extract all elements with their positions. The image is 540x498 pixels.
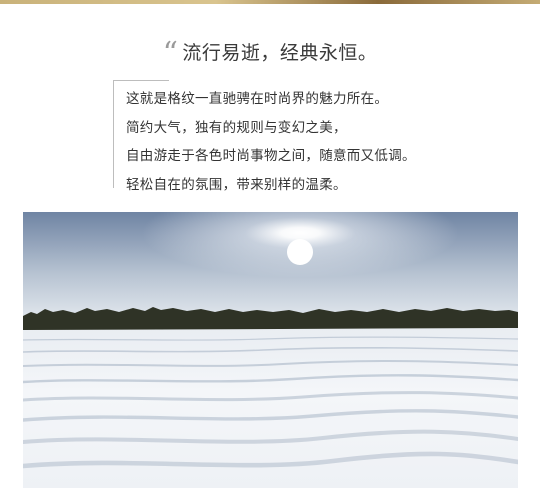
top-decorative-band — [0, 0, 540, 4]
headline-text: 流行易逝，经典永恒。 — [182, 42, 378, 64]
corner-divider — [114, 80, 169, 81]
treeline — [23, 307, 518, 332]
body-text-block: 这就是格纹一直驰骋在时尚界的魅力所在。 简约大气，独有的规则与变幻之美， 自由游… — [113, 80, 474, 193]
snow-field — [23, 328, 518, 488]
body-lines: 这就是格纹一直驰骋在时尚界的魅力所在。 简约大气，独有的规则与变幻之美， 自由游… — [126, 85, 416, 199]
sun — [287, 239, 313, 265]
snow-field-photo — [23, 212, 518, 488]
body-line-2: 简约大气，独有的规则与变幻之美， — [126, 119, 347, 136]
quote-icon: “ — [162, 36, 179, 71]
body-line-4: 轻松自在的氛围，带来别样的温柔。 — [126, 176, 347, 193]
headline: “流行易逝，经典永恒。 — [0, 36, 540, 71]
body-line-3: 自由游走于各色时尚事物之间，随意而又低调。 — [126, 148, 416, 164]
snow-furrows — [23, 336, 518, 469]
snow-field-image — [23, 212, 518, 488]
body-line-1: 这就是格纹一直驰骋在时尚界的魅力所在。 — [126, 91, 389, 107]
